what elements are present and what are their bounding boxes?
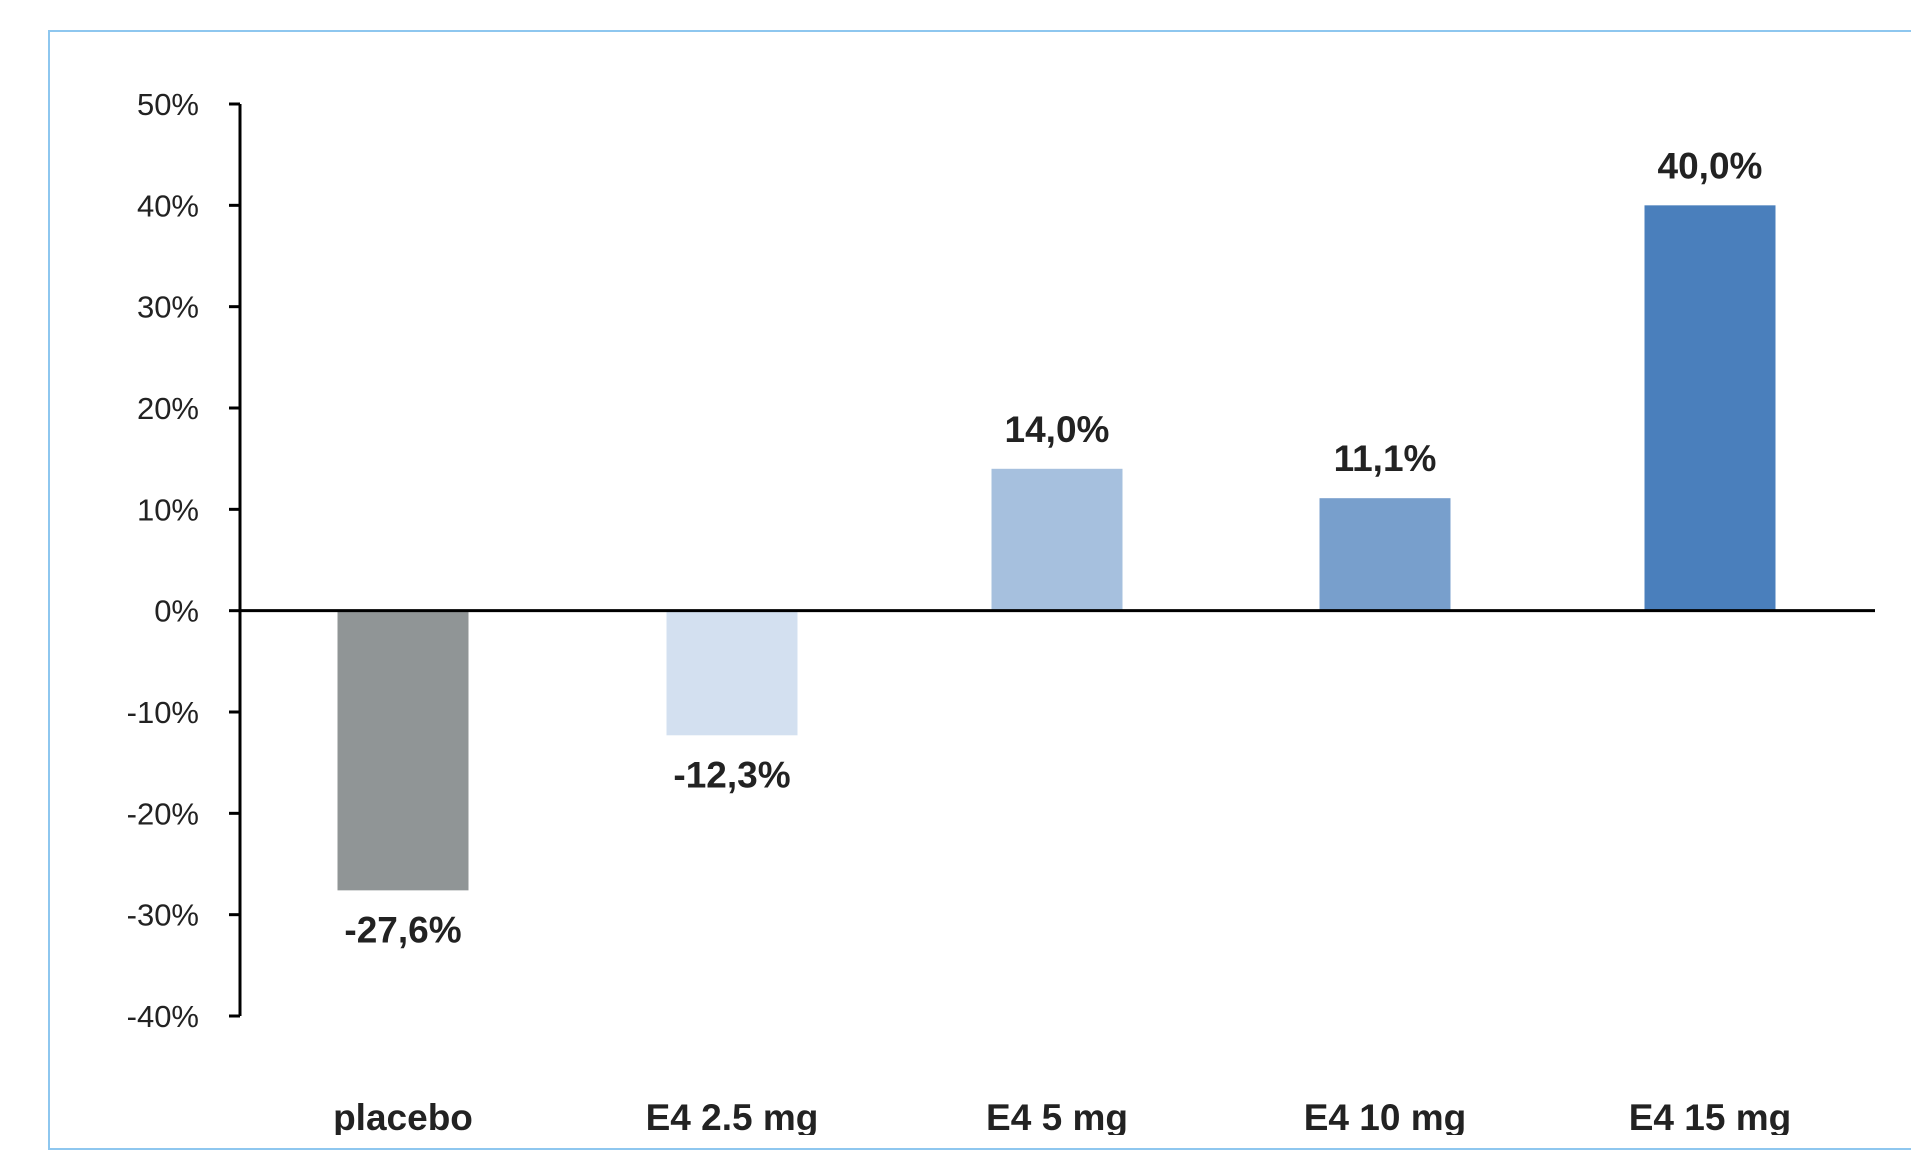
data-label-3: 11,1%: [1334, 438, 1437, 479]
bars: [240, 205, 1875, 891]
bar-1: [666, 610, 798, 736]
y-tick-label: 20%: [137, 391, 199, 426]
bar-2: [991, 468, 1123, 611]
data-label-4: 40,0%: [1658, 145, 1763, 186]
data-label-2: 14,0%: [1005, 409, 1110, 450]
bar-0: [337, 610, 469, 891]
y-tick-label: 30%: [137, 290, 199, 325]
y-tick-label: -40%: [127, 999, 199, 1034]
bar-4: [1644, 205, 1776, 611]
y-axis: 50% 40% 30% 20% 10% 0% -10% -20% -30% -40%: [127, 87, 242, 1034]
category-label-3: E4 10 mg: [1304, 1097, 1466, 1135]
data-label-0: -27,6%: [344, 909, 461, 950]
y-tick-label: 40%: [137, 188, 199, 223]
category-label-1: E4 2.5 mg: [646, 1097, 819, 1135]
chart-frame: [48, 30, 1911, 1150]
y-tick-label: -10%: [127, 695, 199, 730]
y-tick-label: -20%: [127, 796, 199, 831]
category-label-0: placebo: [333, 1097, 473, 1135]
x-axis-categories: placebo E4 2.5 mg E4 5 mg E4 10 mg E4 15 mg: [333, 1097, 1791, 1135]
y-tick-label: 50%: [137, 87, 199, 122]
y-tick-label: 10%: [137, 492, 199, 527]
category-label-4: E4 15 mg: [1629, 1097, 1791, 1135]
data-label-1: -12,3%: [673, 754, 790, 795]
y-tick-label: -30%: [127, 898, 199, 933]
y-tick-label: 0%: [154, 594, 199, 629]
category-label-2: E4 5 mg: [986, 1097, 1128, 1135]
bar-3: [1319, 498, 1451, 611]
data-labels: -27,6% -12,3% 14,0% 11,1% 40,0%: [344, 145, 1762, 950]
